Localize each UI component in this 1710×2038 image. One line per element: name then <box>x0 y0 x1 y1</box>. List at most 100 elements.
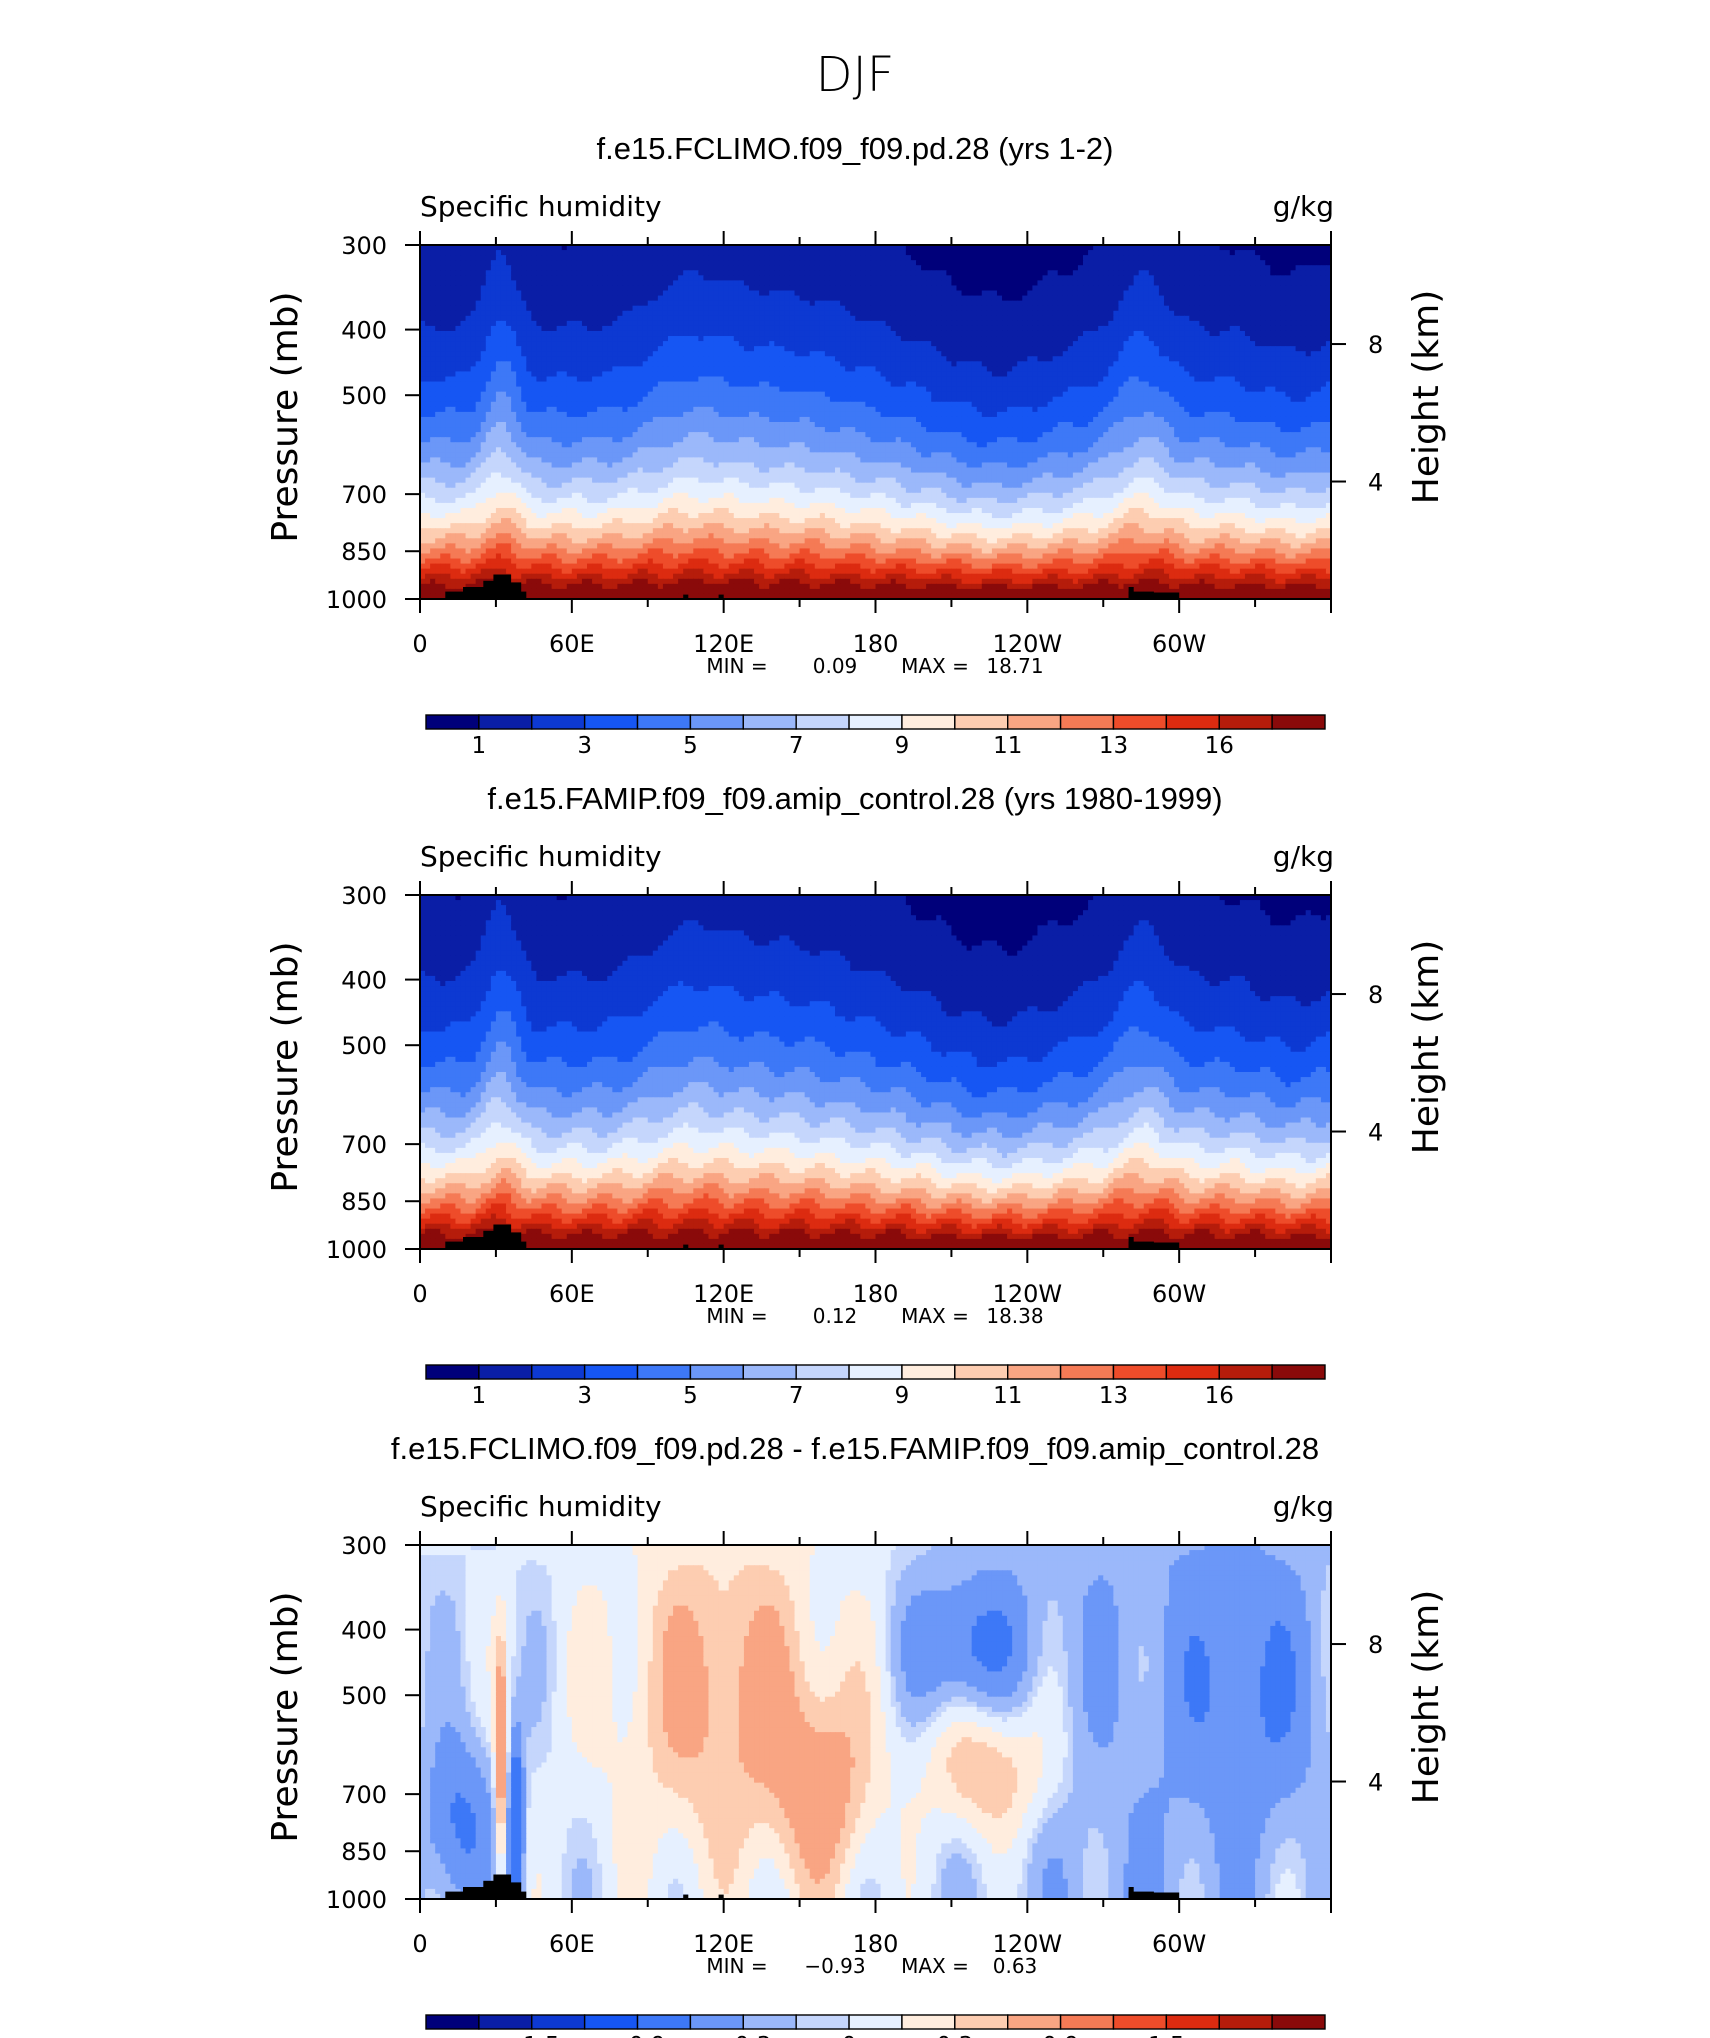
field-cell <box>688 260 694 266</box>
field-cell <box>1053 260 1059 266</box>
field-cell <box>1053 255 1059 261</box>
field-cell <box>744 270 750 276</box>
field-cell <box>612 260 618 266</box>
field-cell <box>1255 250 1261 256</box>
field-cell <box>1022 255 1028 261</box>
field-cell <box>1255 255 1261 261</box>
field-cell <box>577 255 583 261</box>
field-cell <box>921 270 927 276</box>
field-cell <box>491 265 497 271</box>
field-cell <box>1073 255 1079 261</box>
field-cell <box>1103 265 1109 271</box>
field-cell <box>967 260 973 266</box>
field-cell <box>547 280 553 286</box>
field-cell <box>876 270 882 276</box>
field-cell <box>1164 250 1170 256</box>
field-cell <box>1017 265 1023 271</box>
field-cell <box>992 270 998 276</box>
field-cell <box>1037 265 1043 271</box>
field-cell <box>1108 250 1114 256</box>
field-cell <box>668 250 674 256</box>
field-cell <box>992 265 998 271</box>
field-cell <box>1063 260 1069 266</box>
field-cell <box>992 260 998 266</box>
field-cell <box>536 255 542 261</box>
field-cell <box>673 260 679 266</box>
field-cell <box>1235 260 1241 266</box>
field-cell <box>648 280 654 286</box>
field-cell <box>901 265 907 271</box>
field-cell <box>688 280 694 286</box>
field-cell <box>1275 255 1281 261</box>
field-cell <box>1053 265 1059 271</box>
field-cell <box>835 265 841 271</box>
field-cell <box>1058 275 1064 281</box>
field-cell <box>1073 275 1079 281</box>
field-cell <box>921 275 927 281</box>
field-cell <box>597 265 603 271</box>
field-cell <box>1017 250 1023 256</box>
field-cell <box>739 275 745 281</box>
field-cell <box>1245 275 1251 281</box>
field-cell <box>683 260 689 266</box>
field-cell <box>435 270 441 276</box>
field-cell <box>1169 270 1175 276</box>
field-cell <box>592 280 598 286</box>
field-cell <box>678 255 684 261</box>
field-cell <box>1301 270 1307 276</box>
field-cell <box>1032 270 1038 276</box>
field-cell <box>602 280 608 286</box>
field-cell <box>592 250 598 256</box>
field-cell <box>1179 255 1185 261</box>
field-cell <box>1108 260 1114 266</box>
field-cell <box>698 270 704 276</box>
field-cell <box>572 275 578 281</box>
field-cell <box>865 255 871 261</box>
field-cell <box>830 270 836 276</box>
field-cell <box>496 270 502 276</box>
field-cell <box>526 250 532 256</box>
field-cell <box>1043 260 1049 266</box>
field-cell <box>531 280 537 286</box>
field-cell <box>956 270 962 276</box>
field-cell <box>425 270 431 276</box>
field-cell <box>850 265 856 271</box>
field-cell <box>663 260 669 266</box>
field-cell <box>622 270 628 276</box>
field-cell <box>633 250 639 256</box>
field-cell <box>1129 250 1135 256</box>
field-cell <box>876 265 882 271</box>
field-cell <box>577 250 583 256</box>
field-cell <box>1027 250 1033 256</box>
field-cell <box>987 260 993 266</box>
field-cell <box>789 250 795 256</box>
field-cell <box>541 275 547 281</box>
field-cell <box>1230 275 1236 281</box>
field-cell <box>719 250 725 256</box>
field-cell <box>471 265 477 271</box>
field-cell <box>481 280 487 286</box>
field-cell <box>1053 250 1059 256</box>
field-cell <box>1179 270 1185 276</box>
field-cell <box>936 270 942 276</box>
field-cell <box>1321 255 1327 261</box>
field-cell <box>1235 275 1241 281</box>
field-cell <box>1073 260 1079 266</box>
field-cell <box>567 260 573 266</box>
field-cell <box>1078 265 1084 271</box>
field-cell <box>638 265 644 271</box>
field-cell <box>1123 265 1129 271</box>
field-cell <box>430 270 436 276</box>
field-cell <box>830 255 836 261</box>
field-cell <box>1285 265 1291 271</box>
field-cell <box>450 255 456 261</box>
field-cell <box>921 255 927 261</box>
field-cell <box>1149 265 1155 271</box>
field-cell <box>951 270 957 276</box>
field-cell <box>708 255 714 261</box>
field-cell <box>1139 270 1145 276</box>
field-cell <box>835 270 841 276</box>
field-cell <box>693 255 699 261</box>
field-cell <box>562 280 568 286</box>
field-cell <box>622 250 628 256</box>
